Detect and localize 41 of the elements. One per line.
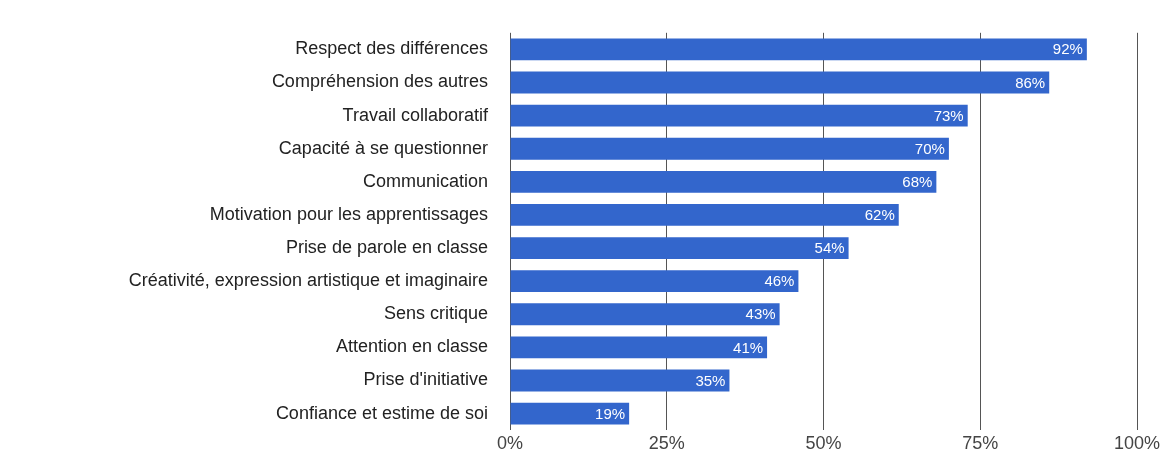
- y-tick-label: Prise de parole en classe: [285, 237, 488, 258]
- y-tick-label: Travail collaboratif: [342, 104, 489, 125]
- bar: [510, 204, 899, 226]
- data-label: 73%: [933, 106, 964, 124]
- bar: [510, 303, 780, 326]
- bar: [510, 71, 1050, 94]
- y-tick-label: Confiance et estime de soi: [275, 402, 488, 423]
- y-tick-label: Prise d'initiative: [363, 369, 488, 390]
- bar: [510, 137, 949, 160]
- data-label: 86%: [1015, 73, 1046, 91]
- y-tick-label: Sens critique: [383, 303, 488, 324]
- y-tick-label: Communication: [362, 170, 488, 191]
- data-label: 43%: [745, 305, 776, 323]
- bar: [510, 270, 799, 293]
- bar: [510, 369, 730, 392]
- bar: [510, 104, 968, 127]
- x-tick-label: 50%: [805, 432, 842, 453]
- data-label: 54%: [814, 239, 845, 257]
- y-tick-label: Compréhension des autres: [271, 71, 488, 92]
- bar: [510, 336, 768, 359]
- y-tick-label: Attention en classe: [335, 336, 488, 357]
- x-tick-label: 25%: [648, 432, 685, 453]
- bar: [510, 402, 630, 425]
- x-tick-label: 0%: [496, 432, 524, 453]
- data-label: 41%: [733, 338, 764, 356]
- x-tick-label: 100%: [1113, 432, 1161, 453]
- y-tick-label: Respect des différences: [295, 38, 488, 59]
- y-tick-label: Créativité, expression artistique et imaginaire: [128, 270, 488, 291]
- data-label: 70%: [914, 139, 945, 157]
- bar: [510, 38, 1087, 61]
- data-label: 35%: [695, 371, 726, 389]
- data-label: 46%: [764, 272, 795, 290]
- data-label: 19%: [595, 404, 626, 422]
- data-label: 68%: [902, 172, 933, 190]
- data-label: 92%: [1052, 40, 1083, 58]
- bar: [510, 237, 849, 259]
- bar: [510, 170, 937, 193]
- y-tick-label: Motivation pour les apprentissages: [209, 203, 488, 224]
- x-tick-label: 75%: [962, 432, 999, 453]
- y-tick-label: Capacité à se questionner: [278, 137, 488, 158]
- data-label: 62%: [864, 206, 895, 224]
